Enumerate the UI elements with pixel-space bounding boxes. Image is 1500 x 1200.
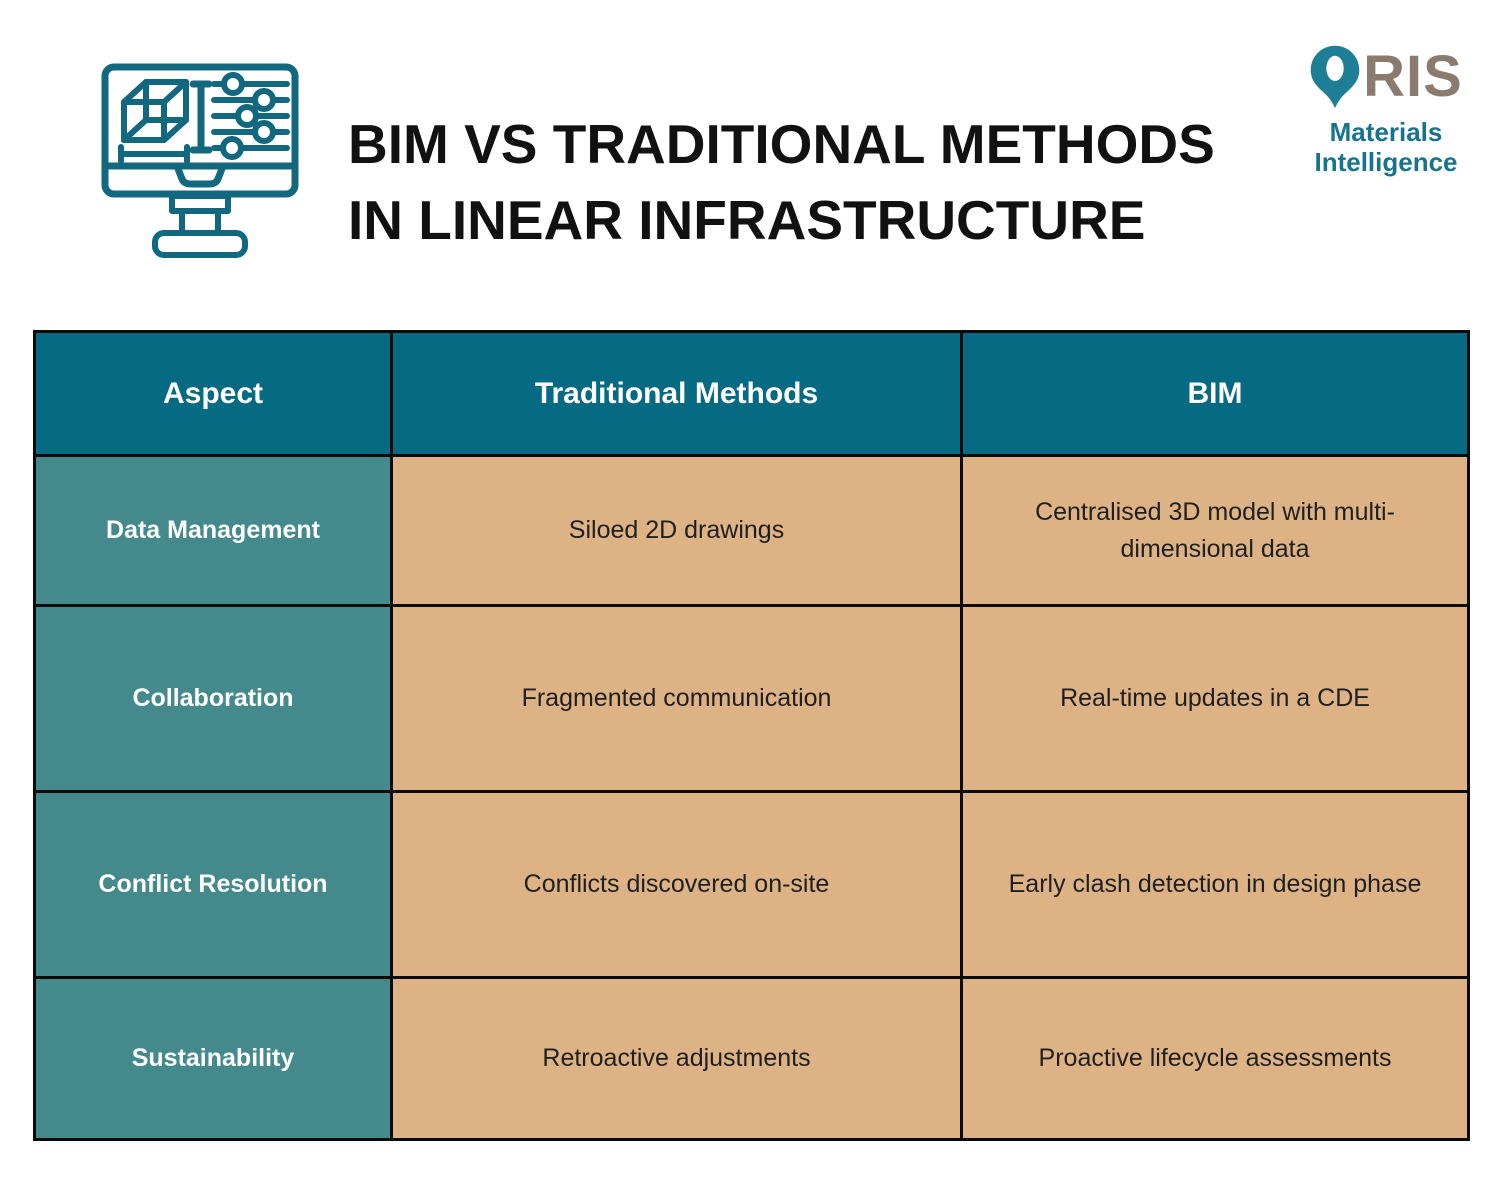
aspect-cell: Conflict Resolution: [33, 790, 393, 979]
oris-wordmark-text: RIS: [1363, 44, 1463, 109]
bim-cell: Early clash detection in design phase: [960, 790, 1470, 979]
oris-logo: RIS Materials Intelligence: [1296, 44, 1476, 178]
column-header-bim: BIM: [960, 330, 1470, 457]
oris-wordmark: RIS: [1309, 44, 1463, 110]
bim-monitor-svg: [101, 63, 299, 258]
table-row-collaboration: Collaboration Fragmented communication R…: [33, 604, 1470, 793]
traditional-cell: Fragmented communication: [390, 604, 963, 793]
traditional-cell: Retroactive adjustments: [390, 976, 963, 1141]
bim-cell: Centralised 3D model with multi-dimensio…: [960, 454, 1470, 607]
page-title: BIM VS TRADITIONAL METHODS IN LINEAR INF…: [348, 106, 1215, 258]
bim-monitor-icon: [100, 60, 300, 282]
table-row-conflict-resolution: Conflict Resolution Conflicts discovered…: [33, 790, 1470, 979]
aspect-cell: Data Management: [33, 454, 393, 607]
bim-cell: Real-time updates in a CDE: [960, 604, 1470, 793]
page-title-line1: BIM VS TRADITIONAL METHODS: [348, 113, 1215, 175]
table-row-data-management: Data Management Siloed 2D drawings Centr…: [33, 454, 1470, 607]
oris-tagline-line1: Materials: [1329, 117, 1443, 147]
comparison-table: Aspect Traditional Methods BIM Data Mana…: [33, 330, 1470, 1141]
oris-pin-icon: [1309, 44, 1361, 110]
aspect-cell: Collaboration: [33, 604, 393, 793]
aspect-cell: Sustainability: [33, 976, 393, 1141]
bim-cell: Proactive lifecycle assessments: [960, 976, 1470, 1141]
page-title-line2: IN LINEAR INFRASTRUCTURE: [348, 189, 1146, 251]
column-header-aspect: Aspect: [33, 330, 393, 457]
oris-tagline: Materials Intelligence: [1314, 117, 1458, 178]
oris-tagline-line2: Intelligence: [1314, 146, 1458, 177]
column-header-traditional-methods: Traditional Methods: [390, 330, 963, 457]
table-row-sustainability: Sustainability Retroactive adjustments P…: [33, 976, 1470, 1141]
traditional-cell: Conflicts discovered on-site: [390, 790, 963, 979]
table-header-row: Aspect Traditional Methods BIM: [33, 330, 1470, 457]
traditional-cell: Siloed 2D drawings: [390, 454, 963, 607]
